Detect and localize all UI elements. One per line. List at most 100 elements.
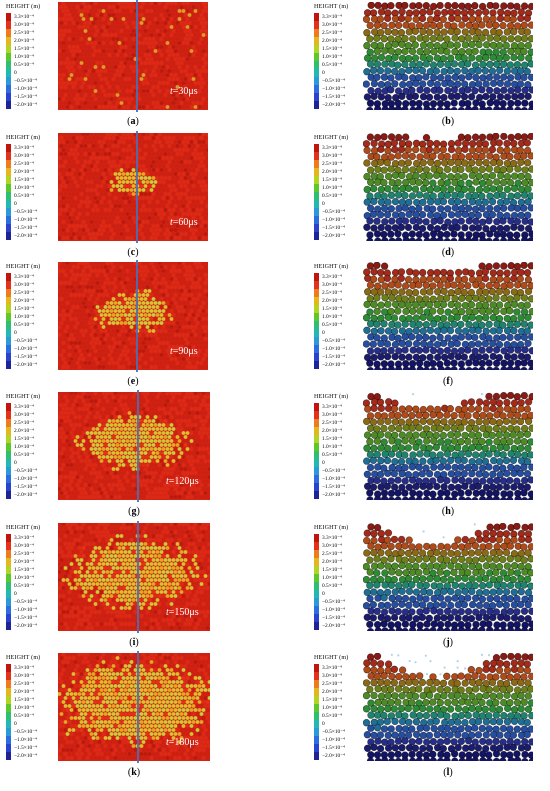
caption-letter: l — [446, 767, 450, 778]
legend-swatch — [6, 688, 11, 696]
legend-label: −0.5×10⁻⁴ — [322, 338, 345, 344]
legend-swatch — [314, 672, 319, 680]
legend-swatch — [6, 606, 11, 614]
legend-swatch — [6, 664, 11, 672]
legend-label: 1.0×10⁻⁴ — [14, 705, 34, 711]
panel-caption: (b) — [441, 116, 455, 127]
panel-cross-section-h: HEIGHT (m) 3.3×10⁻⁴ 3.0×10⁻⁴ 2.5×10⁻⁴ 2.0×10… — [275, 392, 550, 520]
legend-label: 0.5×10⁻⁴ — [322, 583, 342, 589]
cross-section-plot — [363, 523, 533, 631]
legend-swatch — [314, 29, 319, 37]
panel-cross-section-l: HEIGHT (m) 3.3×10⁻⁴ 3.0×10⁻⁴ 2.5×10⁻⁴ 2.0×10… — [275, 653, 550, 781]
time-label: t=60μs — [170, 217, 198, 228]
legend-swatch — [6, 85, 11, 93]
time-variable: t — [170, 217, 173, 228]
top-view-surface — [58, 392, 210, 500]
legend-label: −2.0×10⁻⁴ — [322, 492, 345, 498]
legend-swatch — [6, 720, 11, 728]
legend-label: −1.5×10⁻⁴ — [322, 484, 345, 490]
legend-label: 2.0×10⁻⁴ — [322, 689, 342, 695]
legend-label: 0.5×10⁻⁴ — [14, 583, 34, 589]
caption-letter: f — [446, 376, 450, 387]
caption-letter: b — [445, 116, 451, 127]
legend-swatch — [314, 582, 319, 590]
legend-label: −1.0×10⁻⁴ — [14, 86, 37, 92]
legend-swatch — [6, 53, 11, 61]
legend-label: 2.5×10⁻⁴ — [322, 290, 342, 296]
cross-section-particles — [363, 523, 533, 631]
legend-swatch — [314, 598, 319, 606]
legend-title: HEIGHT (m) — [314, 264, 349, 270]
legend-swatch — [6, 696, 11, 704]
legend-swatch — [314, 534, 319, 542]
legend-label: 1.5×10⁻⁴ — [322, 697, 342, 703]
legend-label: −1.0×10⁻⁴ — [322, 346, 345, 352]
legend-swatch — [6, 680, 11, 688]
legend-label: −1.5×10⁻⁴ — [322, 615, 345, 621]
legend-swatch — [314, 77, 319, 85]
caption-letter: e — [130, 376, 136, 387]
legend-label: 1.5×10⁻⁴ — [322, 306, 342, 312]
legend-label: 1.5×10⁻⁴ — [14, 177, 34, 183]
legend-label: 1.0×10⁻⁴ — [322, 705, 342, 711]
legend-swatch — [6, 566, 11, 574]
time-label: t=150μs — [166, 607, 199, 618]
legend-label: 2.5×10⁻⁴ — [322, 681, 342, 687]
legend-swatch — [314, 321, 319, 329]
legend-label: −2.0×10⁻⁴ — [322, 233, 345, 239]
cross-section-particles — [363, 2, 533, 110]
panel-cross-section-b: HEIGHT (m) 3.3×10⁻⁴ 3.0×10⁻⁴ 2.5×10⁻⁴ 2.0×10… — [275, 2, 550, 130]
legend-swatch — [6, 752, 11, 760]
legend-label: 3.3×10⁻⁴ — [14, 14, 34, 20]
legend-swatch — [6, 321, 11, 329]
legend-label: 3.0×10⁻⁴ — [14, 22, 34, 28]
legend-swatch — [314, 558, 319, 566]
legend-swatch — [314, 313, 319, 321]
legend-swatch — [6, 582, 11, 590]
time-variable: t — [166, 607, 169, 618]
legend-swatch — [6, 305, 11, 313]
legend-swatch — [314, 712, 319, 720]
legend-label: 2.0×10⁻⁴ — [322, 298, 342, 304]
cross-section-legend: HEIGHT (m) 3.3×10⁻⁴ 3.0×10⁻⁴ 2.5×10⁻⁴ 2.0×10… — [314, 135, 364, 240]
cross-section-plot — [363, 2, 533, 110]
panel-caption: (i) — [129, 637, 139, 648]
legend-swatch — [6, 61, 11, 69]
legend-label: 1.0×10⁻⁴ — [322, 444, 342, 450]
legend-swatch — [314, 168, 319, 176]
legend-swatch — [314, 566, 319, 574]
legend-label: 0 — [322, 70, 325, 76]
legend-label: −2.0×10⁻⁴ — [14, 492, 37, 498]
legend-swatch — [6, 558, 11, 566]
cross-section-plot — [363, 133, 533, 241]
time-variable: t — [170, 346, 173, 357]
legend-swatch — [6, 273, 11, 281]
legend-swatch — [314, 176, 319, 184]
legend-label: 3.3×10⁻⁴ — [14, 404, 34, 410]
legend-label: 1.5×10⁻⁴ — [14, 46, 34, 52]
time-value: =90μs — [172, 346, 198, 357]
panel-caption: (h) — [441, 506, 455, 517]
top-view-legend: HEIGHT (m) 3.3×10⁻⁴ 3.0×10⁻⁴ 2.5×10⁻⁴ 2.0×10… — [6, 525, 56, 630]
legend-swatch — [314, 144, 319, 152]
legend-swatch — [314, 664, 319, 672]
caption-letter: k — [131, 767, 137, 778]
legend-swatch — [6, 542, 11, 550]
legend-label: −1.0×10⁻⁴ — [322, 737, 345, 743]
legend-swatch — [314, 451, 319, 459]
legend-label: 2.5×10⁻⁴ — [14, 420, 34, 426]
legend-swatch — [6, 361, 11, 369]
legend-label: 1.0×10⁻⁴ — [14, 444, 34, 450]
panel-cross-section-d: HEIGHT (m) 3.3×10⁻⁴ 3.0×10⁻⁴ 2.5×10⁻⁴ 2.0×10… — [275, 133, 550, 261]
legend-swatch — [314, 329, 319, 337]
time-value: =120μs — [168, 476, 199, 487]
panel-caption: (a) — [127, 116, 139, 127]
legend-label: −1.0×10⁻⁴ — [14, 217, 37, 223]
legend-swatch — [6, 728, 11, 736]
caption-letter: d — [445, 247, 451, 258]
legend-label: 1.5×10⁻⁴ — [14, 697, 34, 703]
cross-section-legend: HEIGHT (m) 3.3×10⁻⁴ 3.0×10⁻⁴ 2.5×10⁻⁴ 2.0×10… — [314, 394, 364, 499]
legend-swatch — [6, 550, 11, 558]
cross-section-plot — [363, 262, 533, 370]
legend-title: HEIGHT (m) — [6, 394, 41, 400]
